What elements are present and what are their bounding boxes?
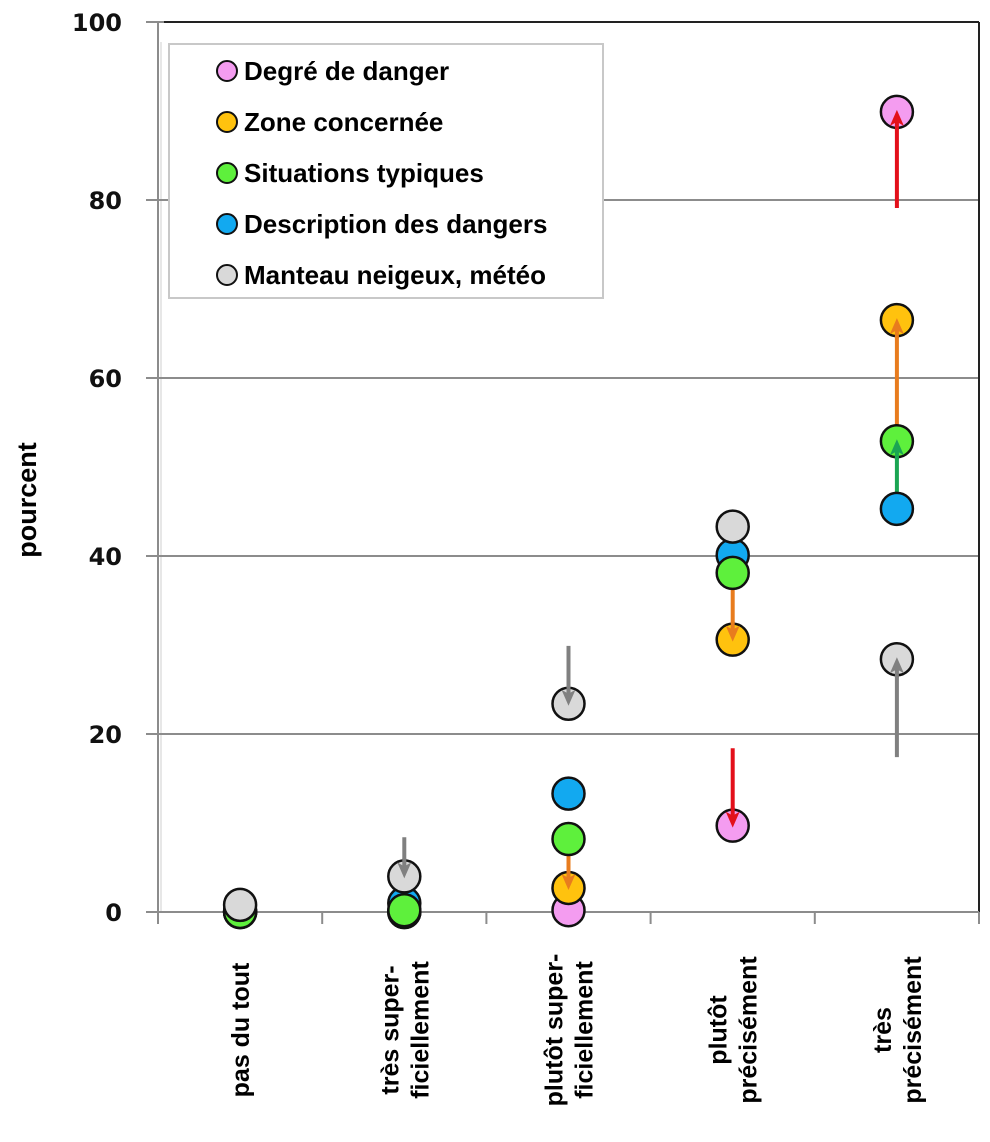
data-point bbox=[879, 491, 915, 527]
y-tick-label: 80 bbox=[89, 187, 122, 215]
y-tick-label: 20 bbox=[89, 721, 122, 749]
legend-label: Degré de danger bbox=[244, 56, 449, 86]
legend-marker bbox=[216, 264, 238, 286]
data-point bbox=[387, 892, 422, 928]
x-category-labels: pas du tout très super-ficiellement plutôt… bbox=[227, 954, 927, 1107]
legend-label: Zone concernée bbox=[244, 107, 443, 137]
data-point bbox=[551, 776, 586, 811]
arrow-head-overlay bbox=[889, 439, 904, 456]
arrow-head-overlay bbox=[561, 689, 576, 706]
arrow-head-overlay bbox=[725, 811, 740, 828]
legend-marker bbox=[216, 60, 238, 82]
x-category-label: plutôt bbox=[705, 995, 733, 1065]
legend-label: Situations typiques bbox=[244, 158, 484, 188]
legend-label: Manteau neigeux, météo bbox=[244, 260, 546, 290]
x-category-label: précisément bbox=[899, 956, 927, 1104]
arrow-head-overlay bbox=[889, 318, 904, 335]
legend: Degré de danger Zone concernée Situations … bbox=[168, 43, 604, 299]
arrow-head-overlay bbox=[889, 109, 904, 126]
y-tick-labels: 0 20 40 60 80 100 bbox=[72, 9, 122, 927]
x-category-label: plutôt super- bbox=[541, 954, 569, 1107]
legend-box bbox=[168, 43, 604, 299]
data-point bbox=[222, 887, 258, 923]
y-tick-label: 0 bbox=[105, 899, 122, 927]
x-category-label: très super- bbox=[376, 965, 404, 1094]
arrow-head-overlay bbox=[889, 657, 904, 674]
x-category-label: très bbox=[869, 1007, 897, 1053]
y-axis-title: pourcent bbox=[12, 442, 42, 558]
arrow-head-overlay bbox=[725, 625, 740, 642]
arrow-head-overlay bbox=[561, 873, 576, 890]
x-category-label: ficiellement bbox=[406, 961, 434, 1099]
data-point bbox=[551, 821, 586, 857]
data-point bbox=[715, 509, 750, 544]
legend-marker bbox=[216, 213, 238, 235]
y-tick-label: 60 bbox=[89, 365, 122, 393]
arrow-head-overlay bbox=[397, 862, 412, 879]
y-tick-label: 40 bbox=[89, 543, 122, 571]
legend-marker bbox=[216, 111, 238, 133]
legend-marker bbox=[216, 162, 238, 184]
y-tick-label: 100 bbox=[72, 9, 122, 37]
x-category-label: ficiellement bbox=[571, 961, 599, 1099]
data-points bbox=[222, 94, 915, 930]
x-category-label: pas du tout bbox=[227, 962, 255, 1097]
x-category-label: précisément bbox=[735, 956, 763, 1104]
legend-label: Description des dangers bbox=[244, 209, 547, 239]
data-point bbox=[715, 555, 750, 591]
